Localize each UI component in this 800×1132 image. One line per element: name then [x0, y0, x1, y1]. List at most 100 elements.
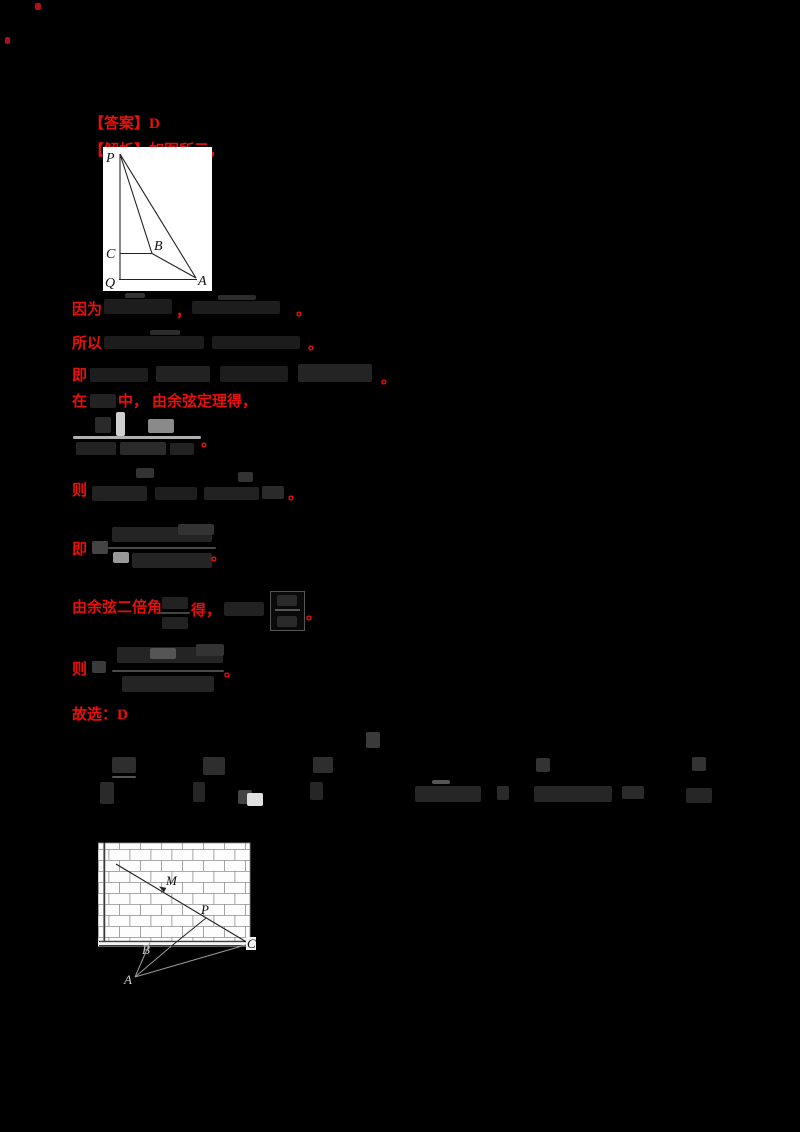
math-fragment — [178, 524, 214, 535]
math-fragment — [162, 597, 188, 609]
math-fragment — [73, 436, 201, 439]
label-B: B — [154, 239, 163, 254]
math-fragment — [122, 676, 214, 692]
math-fragment — [160, 612, 190, 614]
math-fragment — [196, 644, 224, 656]
math-fragment — [298, 364, 372, 382]
math-fragment — [92, 661, 106, 673]
label-C: C — [106, 247, 116, 262]
math-fragment — [92, 541, 108, 554]
math-fragment — [150, 648, 176, 659]
math-fragment — [192, 301, 280, 314]
label-C-backplate — [246, 937, 256, 950]
line4-lead: 在 — [72, 394, 88, 410]
line3-period: 。 — [381, 371, 397, 387]
line6-period: 。 — [306, 607, 322, 623]
math-fragment — [112, 757, 136, 773]
math-fragment — [112, 670, 224, 672]
math-fragment — [218, 295, 256, 300]
line-PB — [119, 153, 153, 254]
math-fragment — [310, 782, 323, 800]
math-fragment — [113, 552, 129, 563]
label-P: P — [200, 902, 209, 917]
line5-period: 。 — [288, 487, 304, 503]
equation3-lead: 则 — [72, 662, 88, 678]
answer-line: 【答案】D — [74, 97, 160, 151]
line6-lead: 由余弦二倍角 — [72, 600, 163, 616]
math-fragment — [104, 336, 204, 349]
math-fragment — [116, 412, 125, 436]
math-fragment — [204, 487, 259, 500]
brick-wall-edge-strip — [98, 842, 104, 942]
math-fragment — [224, 602, 264, 616]
math-fragment — [148, 419, 174, 433]
math-fragment — [155, 487, 197, 500]
math-fragment — [76, 442, 116, 455]
math-fragment — [90, 368, 148, 382]
math-fragment — [692, 757, 706, 771]
math-fragment — [313, 757, 333, 773]
math-fragment — [136, 468, 154, 478]
line-AP-lower — [134, 945, 172, 978]
label-B: B — [142, 942, 150, 957]
artifact-red-dot — [5, 37, 10, 44]
line-PA — [119, 153, 197, 279]
label-C: C — [247, 936, 256, 951]
math-fragment — [132, 553, 212, 568]
figure-triangle-PQA: P Q A C B — [103, 147, 212, 291]
math-fragment — [162, 617, 188, 629]
math-fragment — [277, 616, 297, 627]
label-M: M — [165, 873, 178, 888]
equation2-lead: 即 — [72, 542, 88, 558]
math-fragment — [686, 788, 712, 803]
math-fragment — [536, 758, 550, 772]
line1-lead: 因为 — [72, 302, 103, 318]
brick-wall — [104, 842, 251, 942]
math-fragment — [125, 293, 145, 298]
ray-MPC — [115, 863, 250, 944]
artifact-red-dot — [35, 3, 41, 10]
line4-mid: 中， — [118, 394, 149, 410]
line-AC — [134, 943, 250, 978]
math-fragment — [212, 336, 300, 349]
line3-lead: 即 — [72, 368, 88, 384]
figure-brick-wall: M P C B A — [98, 842, 256, 986]
equation1-period: 。 — [201, 434, 217, 450]
math-fragment — [262, 486, 284, 499]
line2-lead: 所以 — [72, 336, 103, 352]
ray-arrowhead — [159, 886, 167, 893]
math-fragment — [203, 757, 225, 775]
math-fragment — [220, 366, 288, 382]
label-A: A — [123, 972, 132, 986]
fraction-bar — [275, 609, 300, 611]
math-fragment — [432, 780, 450, 784]
math-fragment — [100, 782, 114, 804]
math-fragment — [534, 786, 612, 802]
math-fragment — [108, 547, 216, 549]
line5-lead: 则 — [72, 483, 88, 499]
math-fragment — [366, 732, 380, 748]
math-fragment — [193, 782, 205, 802]
math-fragment — [150, 330, 180, 335]
math-fragment — [120, 442, 166, 455]
line2-period: 。 — [308, 337, 324, 353]
answer-value: D — [149, 116, 160, 132]
math-fragment — [497, 786, 509, 800]
line6-mid: 得， — [191, 603, 222, 619]
math-fragment — [415, 786, 481, 802]
label-Q: Q — [105, 276, 115, 291]
conclusion-line: 故选：D — [72, 707, 128, 723]
figure1-background — [103, 147, 212, 291]
math-fragment — [277, 595, 297, 606]
boxed-answer-fraction — [270, 591, 305, 631]
equation3-period: 。 — [224, 664, 240, 680]
math-fragment — [170, 443, 194, 455]
math-fragment — [92, 486, 147, 501]
math-fragment — [622, 786, 644, 799]
line1-comma: ， — [176, 304, 192, 320]
label-A: A — [197, 274, 207, 289]
equation2-period: 。 — [211, 548, 227, 564]
math-fragment — [104, 299, 172, 314]
label-P: P — [105, 151, 115, 166]
